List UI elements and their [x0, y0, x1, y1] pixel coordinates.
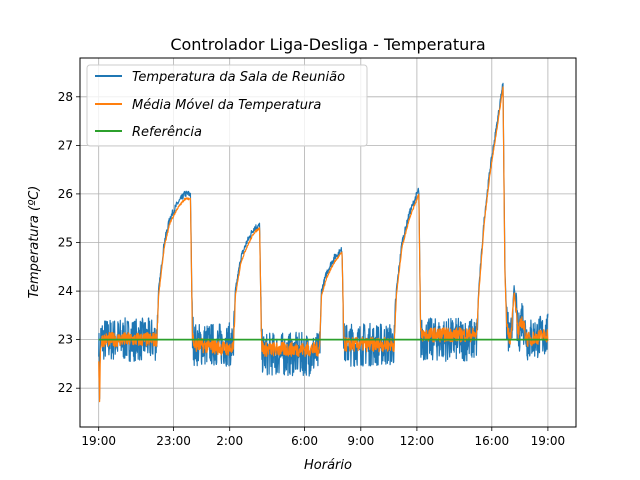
series-layer [98, 82, 549, 403]
series-line-1 [98, 86, 549, 403]
y-tick-label: 26 [58, 187, 73, 201]
x-tick-label: 6:00 [291, 434, 318, 448]
y-tick-label: 24 [58, 284, 73, 298]
x-tick-label: 19:00 [81, 434, 116, 448]
x-tick-label: 2:00 [216, 434, 243, 448]
legend-label-temperature: Temperatura da Sala de Reunião [132, 70, 345, 85]
y-tick-label: 28 [58, 90, 73, 104]
x-tick-label: 9:00 [347, 434, 374, 448]
x-tick-label: 23:00 [156, 434, 191, 448]
axis-ticks: 19:00 23:00 2:00 6:00 9:00 12:00 16:00 19:00 22 2… [58, 90, 565, 448]
y-tick-label: 25 [58, 236, 73, 250]
chart-title: Controlador Liga-Desliga - Temperatura [170, 35, 485, 54]
x-tick-label: 19:00 [531, 434, 566, 448]
y-axis-label: Temperatura (ºC) [27, 186, 42, 299]
legend-box [86, 64, 368, 147]
x-axis-label: Horário [304, 458, 352, 473]
x-tick-label: 12:00 [400, 434, 435, 448]
y-tick-label: 22 [58, 381, 73, 395]
y-tick-label: 23 [58, 333, 73, 347]
legend-label-reference: Referência [132, 125, 202, 140]
x-tick-label: 16:00 [475, 434, 510, 448]
y-tick-label: 27 [58, 138, 73, 152]
legend-label-moving-average: Média Móvel da Temperatura [132, 98, 321, 113]
legend: Temperatura da Sala de Reunião Média Móv… [86, 64, 368, 147]
